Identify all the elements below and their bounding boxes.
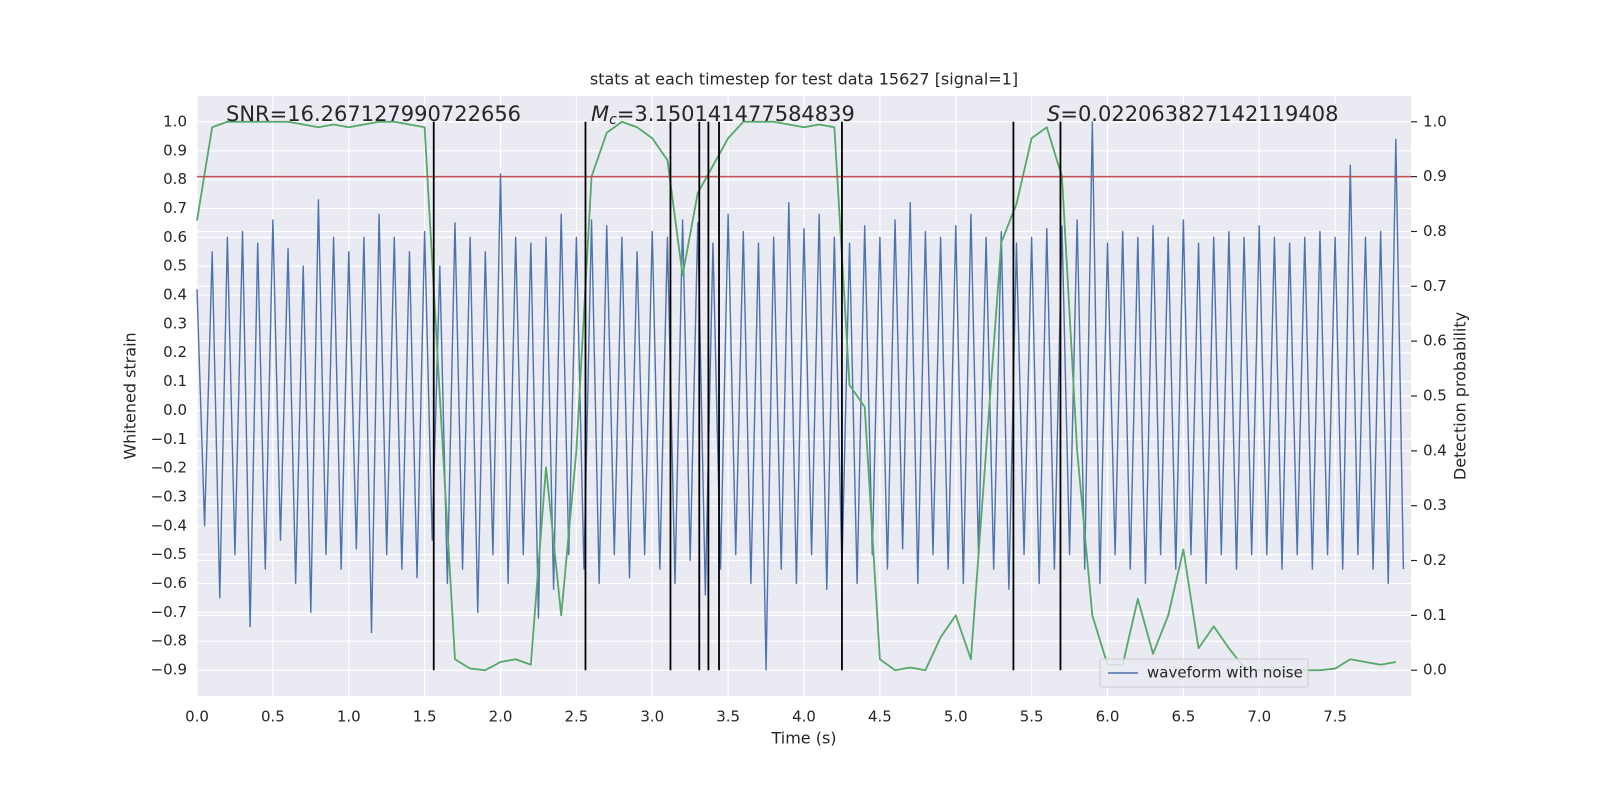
legend: waveform with noise xyxy=(1099,658,1309,688)
grid xyxy=(196,96,1411,696)
y-tick-label: −0.4 xyxy=(151,516,187,534)
y2-tick-label: 0.9 xyxy=(1423,167,1447,185)
x-tick-label: 6.0 xyxy=(1096,708,1120,726)
x-tick-label: 2.5 xyxy=(564,708,588,726)
y2-tick-label: 0.7 xyxy=(1423,277,1447,295)
y-tick-label: 0.8 xyxy=(163,170,187,188)
annotation-value: =0.022063827142119408 xyxy=(1060,102,1338,126)
x-tick-label: 5.5 xyxy=(1020,708,1044,726)
y2-tick-label: 0.2 xyxy=(1423,551,1447,569)
y-tick-label: −0.7 xyxy=(151,603,187,621)
y-tick-label: −0.3 xyxy=(151,487,187,505)
annotation: SNR=16.267127990722656 xyxy=(226,102,521,126)
y-tick-label: 0.2 xyxy=(163,343,187,361)
legend-label: waveform with noise xyxy=(1147,664,1303,682)
x-tick-label: 6.5 xyxy=(1171,708,1195,726)
annotation-symbol: M xyxy=(591,102,609,126)
y-tick-label: 0.5 xyxy=(163,257,187,275)
series-line xyxy=(196,120,1396,672)
x-tick-label: 7.5 xyxy=(1323,708,1347,726)
annotation: Mc=3.150141477584839 xyxy=(591,102,855,128)
marks xyxy=(196,120,1411,672)
y2-tick-label: 0.4 xyxy=(1423,441,1447,459)
x-tick-label: 0.0 xyxy=(185,708,209,726)
x-tick-label: 2.0 xyxy=(489,708,513,726)
x-tick-label: 5.0 xyxy=(944,708,968,726)
x-tick-label: 4.5 xyxy=(868,708,892,726)
x-tick-label: 4.0 xyxy=(792,708,816,726)
y2-tick-label: 1.0 xyxy=(1423,112,1447,130)
annotation-subscript: c xyxy=(609,112,617,128)
y-tick-label: 0.4 xyxy=(163,286,187,304)
y-axis-label: Whitened strain xyxy=(121,332,140,459)
y-tick-label: 0.6 xyxy=(163,228,187,246)
y-tick-label: 0.9 xyxy=(163,141,187,159)
x-tick-label: 7.0 xyxy=(1247,708,1271,726)
x-tick-label: 3.0 xyxy=(640,708,664,726)
y2-tick-label: 0.8 xyxy=(1423,222,1447,240)
chart-title: stats at each timestep for test data 156… xyxy=(590,70,1018,89)
x-tick-label: 3.5 xyxy=(716,708,740,726)
y-tick-label: −0.1 xyxy=(151,430,187,448)
x-tick-label: 1.5 xyxy=(413,708,437,726)
y-tick-label: 0.3 xyxy=(163,314,187,332)
y-tick-label: −0.6 xyxy=(151,574,187,592)
y-tick-label: −0.5 xyxy=(151,545,187,563)
y-tick-label: −0.8 xyxy=(151,632,187,650)
x-tick-label: 0.5 xyxy=(261,708,285,726)
y-tick-label: −0.9 xyxy=(151,661,187,679)
y2-tick-label: 0.5 xyxy=(1423,387,1447,405)
x-tick-label: 1.0 xyxy=(337,708,361,726)
y-tick-label: 0.0 xyxy=(163,401,187,419)
y2-tick-label: 0.6 xyxy=(1423,332,1447,350)
annotations: SNR=16.267127990722656 Mc=3.150141477584… xyxy=(226,102,1338,128)
y2-tick-label: 0.1 xyxy=(1423,606,1447,624)
legend-box xyxy=(1099,658,1309,688)
x-axis-label: Time (s) xyxy=(770,729,836,748)
y-tick-label: 0.7 xyxy=(163,199,187,217)
y2-axis-label: Detection probability xyxy=(1451,312,1470,480)
series-line xyxy=(196,121,1405,671)
y-tick-label: −0.2 xyxy=(151,459,187,477)
y2-tick-label: 0.3 xyxy=(1423,496,1447,514)
y2-tick-label: 0.0 xyxy=(1423,661,1447,679)
annotation-value: =3.150141477584839 xyxy=(617,102,855,126)
y-tick-label: 0.1 xyxy=(163,372,187,390)
y-tick-label: 1.0 xyxy=(163,112,187,130)
annotation: S=0.022063827142119408 xyxy=(1047,102,1338,126)
annotation-symbol: S xyxy=(1047,102,1060,126)
